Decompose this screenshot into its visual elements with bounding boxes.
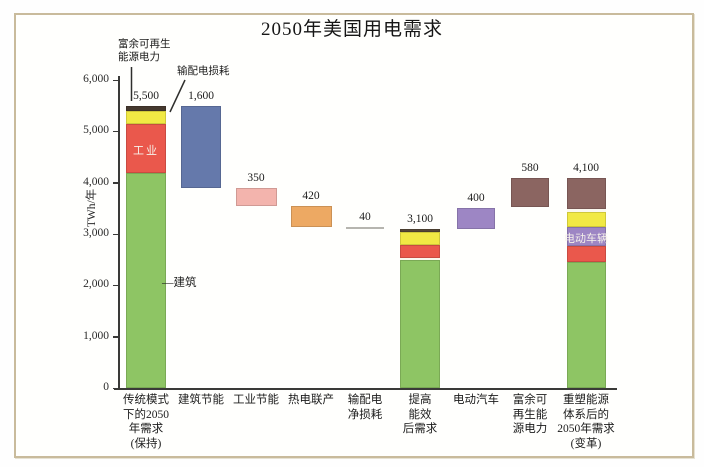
annotation-surplus-renewables: 富余可再生 能源电力 [118,39,180,64]
x-category-label-line: 下的2050 [123,408,169,421]
x-category-label-line: 后需求 [402,423,438,435]
in-bar-label: 电动车辆 [564,232,608,245]
y-tick [113,233,119,235]
x-category-label-line: 再生能 [512,408,548,421]
annotation-line-text: —建筑 [162,277,197,289]
y-tick [113,182,119,184]
bar-segment-red [566,246,606,262]
bar-segment-purple [457,208,495,229]
bar-value-label: 5,500 [133,89,159,102]
bar-segment-brown [566,177,606,209]
x-category-label: 提高 能效 后需求 [377,393,463,437]
x-category-label-line: (变革) [570,437,602,450]
y-tick-label: 5,000 [83,124,109,137]
y-tick-label: 2,000 [83,278,109,291]
x-axis-line [114,388,617,390]
x-category-label-line: 工业节能 [233,394,279,406]
bar-value-label: 350 [247,171,265,184]
bar-value-label: 420 [302,189,320,202]
bar-value-label: 3,100 [407,212,433,225]
y-tick-label: 1,000 [83,329,109,342]
in-bar-label: 工业 [133,144,159,157]
bar-value-label: 40 [359,211,371,224]
bar-value-label: 400 [467,192,485,205]
x-category-label-line: 重塑能源 [563,394,609,406]
bar-segment-pink [235,187,277,206]
chart-title: 2050年美国用电需求 [260,19,443,40]
x-category-label: 重塑能源体系后的 2050年需求 (变革) [543,393,629,451]
y-tick-label: 3,000 [83,227,109,239]
x-category-label-line: 富余可 [512,394,548,406]
x-category-label-line: 电动汽车 [453,394,499,406]
bar-value-label: 580 [521,161,539,174]
x-category-label-line: 建筑节能 [178,394,224,406]
annotation-buildings: —建筑 [162,277,208,290]
y-tick [113,79,119,81]
x-category-label-line: 热电联产 [288,394,334,406]
bar-segment-purple [566,226,606,247]
bar-segment-red [126,123,166,174]
bar-segment-gray [346,227,384,230]
x-category-label: 电动汽车 [433,393,519,408]
x-category-label-line: 年需求 [128,423,164,435]
bar-segment-green [126,173,166,388]
bar-segment-sep [400,258,440,261]
annotation-line-text: 输配电损耗 [177,66,230,77]
x-category-label-line: (保持) [130,437,162,450]
bar-segment-brown [511,177,549,208]
bar-segment-red [400,244,440,259]
bar-segment-blue [181,105,221,188]
bar-segment-yellow [400,231,440,245]
y-tick-label: 0 [103,381,109,393]
bar-segment-orange [290,205,332,228]
annotation-td-losses: 输配电损耗 [177,66,237,79]
x-category-label-line: 能效 [408,408,432,421]
x-category-label-line: 输配电 [347,394,383,406]
x-category-label: 热电联产 [268,393,354,408]
annotation-line-text: 富余可再生 [118,39,171,50]
y-tick-label: 4,000 [83,175,109,188]
x-category-label-line: 源电力 [512,423,548,435]
x-category-label: 工业节能 [213,393,299,408]
bar-segment-dark [126,105,166,111]
x-category-label-line: 净损耗 [347,408,383,421]
x-category-label: 输配电 净损耗 [322,393,408,422]
y-axis-line [118,76,120,389]
bar-segment-dark2 [400,228,440,232]
y-tick [113,387,119,389]
x-category-label-line: 提高 [408,394,432,406]
y-tick [113,284,119,287]
x-category-label-line: 传统模式 [123,394,169,406]
y-tick [113,336,119,338]
bar-segment-yellow [126,110,166,124]
bar-value-label: 1,600 [188,89,214,102]
x-category-label-line: 2050年需求 [557,423,615,435]
y-tick-label: 6,000 [83,73,109,85]
x-category-label-line: 体系后的 [563,408,609,421]
bar-segment-green [400,259,440,388]
annotation-line-text: 能源电力 [118,51,160,63]
bar-value-label: 4,100 [573,161,599,174]
bar-segment-yellow [566,211,606,227]
x-category-label: 传统模式下的2050 年需求 (保持) [103,393,189,451]
x-category-label: 建筑节能 [158,393,244,408]
x-category-label: 富余可 再生能 源电力 [487,393,573,437]
bar-segment-green [566,261,606,388]
y-tick [113,130,119,133]
bar-segment-sep [566,208,606,212]
